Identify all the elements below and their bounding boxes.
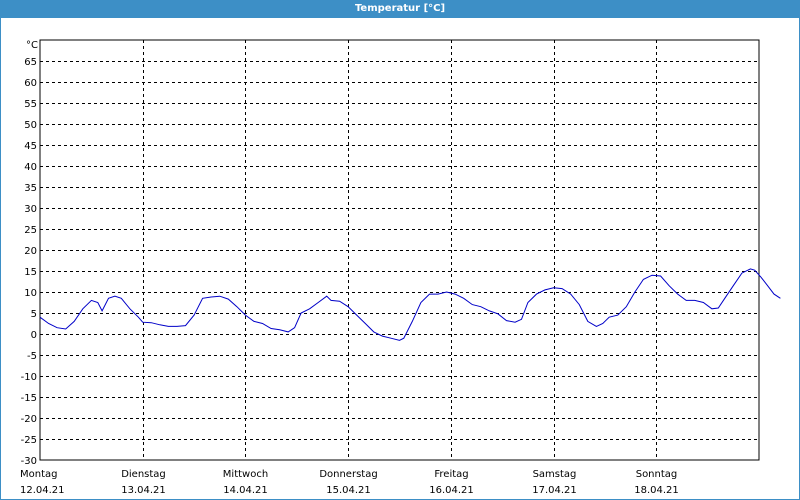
- x-tick-weekday: Freitag: [434, 469, 468, 480]
- x-tick-date: 17.04.21: [532, 485, 577, 496]
- x-tick-weekday: Dienstag: [121, 469, 166, 480]
- y-axis-unit-label: °C: [26, 40, 38, 51]
- y-tick-label: 15: [24, 267, 37, 278]
- y-tick-label: 10: [24, 288, 37, 299]
- y-tick-label: -25: [21, 435, 37, 446]
- grid-lines: [40, 40, 759, 460]
- chart-title-bar: Temperatur [°C]: [0, 0, 800, 18]
- x-tick-weekday: Donnerstag: [319, 469, 377, 480]
- y-tick-label: 25: [24, 225, 37, 236]
- y-tick-label: 20: [24, 246, 37, 257]
- x-tick-date: 18.04.21: [634, 485, 679, 496]
- x-tick-date: 12.04.21: [20, 485, 65, 496]
- y-tick-label: 30: [24, 204, 37, 215]
- y-tick-label: 45: [24, 141, 37, 152]
- x-tick-labels: Montag 12.04.21 Dienstag 13.04.21 Mittwoch 14…: [20, 469, 679, 496]
- y-tick-label: -20: [21, 414, 37, 425]
- y-tick-label: 65: [24, 57, 37, 68]
- y-tick-label: 60: [24, 78, 37, 89]
- y-tick-label: 35: [24, 183, 37, 194]
- y-tick-label: -5: [27, 351, 37, 362]
- y-tick-label: 5: [31, 309, 37, 320]
- x-tick-date: 15.04.21: [326, 485, 371, 496]
- y-tick-label: 50: [24, 120, 37, 131]
- y-tick-label: 55: [24, 99, 37, 110]
- y-tick-label: 0: [31, 330, 37, 341]
- x-tick-weekday: Montag: [20, 469, 57, 480]
- x-tick-weekday: Samstag: [533, 469, 577, 480]
- temperature-series-line: [39, 268, 781, 341]
- y-tick-label: -15: [21, 393, 37, 404]
- x-tick-date: 16.04.21: [429, 485, 474, 496]
- y-tick-labels: 65605550454035302520151050-5-10-15-20-25…: [21, 57, 37, 467]
- x-tick-date: 14.04.21: [223, 485, 268, 496]
- y-tick-label: -30: [21, 456, 37, 467]
- chart-title: Temperatur [°C]: [354, 3, 446, 14]
- x-tick-weekday: Sonntag: [636, 469, 678, 480]
- x-tick-weekday: Mittwoch: [223, 469, 268, 480]
- plot-area-border: [39, 39, 760, 461]
- x-tick-date: 13.04.21: [121, 485, 166, 496]
- y-tick-label: -10: [21, 372, 37, 383]
- y-tick-label: 40: [24, 162, 37, 173]
